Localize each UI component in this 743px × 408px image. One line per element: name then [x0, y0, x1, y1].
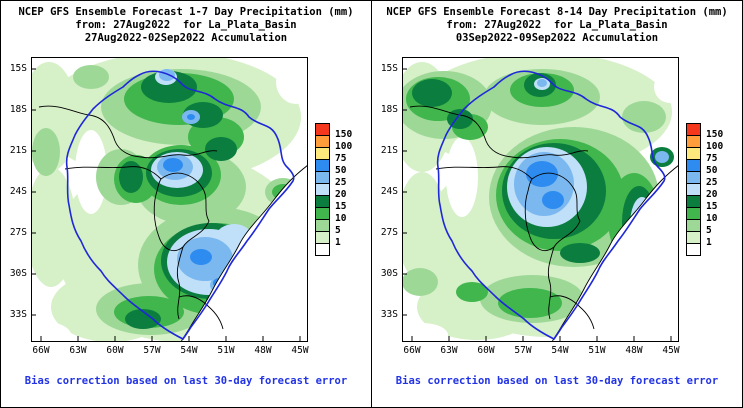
panel-title-week2: NCEP GFS Ensemble Forecast 8-14 Day Prec…: [372, 6, 742, 45]
lat-label: 24S: [9, 186, 27, 197]
lon-label: 48W: [254, 345, 272, 356]
legend-value: 20: [335, 189, 347, 200]
lon-label: 51W: [217, 345, 235, 356]
lat-label: 15S: [9, 63, 27, 74]
title-line-1: NCEP GFS Ensemble Forecast 8-14 Day Prec…: [386, 6, 728, 18]
lat-label: 21S: [9, 145, 27, 156]
lon-label: 63W: [69, 345, 87, 356]
panel-title-week1: NCEP GFS Ensemble Forecast 1-7 Day Preci…: [1, 6, 371, 45]
lon-label: 60W: [477, 345, 495, 356]
title-line-2: from: 27Aug2022 for La_Plata_Basin: [446, 19, 668, 31]
basin-outline: [436, 70, 666, 341]
lat-label: 30S: [380, 268, 398, 279]
title-line-3: 03Sep2022-09Sep2022 Accumulation: [455, 32, 659, 44]
color-scale-legend: 150 100 75 50 25 20 15 10 5 1: [315, 123, 363, 256]
forecast-panel-week2: NCEP GFS Ensemble Forecast 8-14 Day Prec…: [371, 1, 742, 407]
lon-label: 45W: [662, 345, 680, 356]
color-scale-legend: 150 100 75 50 25 20 15 10 5 1: [686, 123, 734, 256]
forecast-panel-week1: NCEP GFS Ensemble Forecast 1-7 Day Preci…: [1, 1, 371, 407]
lon-label: 63W: [440, 345, 458, 356]
precipitation-map-week1: [31, 57, 308, 342]
lon-label: 66W: [32, 345, 50, 356]
lon-label: 57W: [514, 345, 532, 356]
legend-value: 150: [706, 129, 724, 140]
legend-value: 1: [706, 237, 712, 248]
legend-value: 75: [335, 153, 347, 164]
axis-ticks: [31, 68, 301, 341]
legend-value: 10: [706, 213, 718, 224]
country-borders: [409, 105, 595, 330]
lat-label: 21S: [380, 145, 398, 156]
map-frame: [31, 57, 308, 342]
lon-label: 51W: [588, 345, 606, 356]
map-frame: [402, 57, 679, 342]
precip-band-50mm: [163, 114, 225, 288]
lat-label: 33S: [380, 309, 398, 320]
lon-label: 54W: [180, 345, 198, 356]
legend-value: 1: [335, 237, 341, 248]
lat-label: 27S: [380, 227, 398, 238]
lat-label: 27S: [9, 227, 27, 238]
basin-outline: [65, 70, 295, 341]
lat-label: 18S: [9, 104, 27, 115]
lon-label: 48W: [625, 345, 643, 356]
legend-value: 15: [706, 201, 718, 212]
lat-label: 18S: [380, 104, 398, 115]
lat-label: 15S: [380, 63, 398, 74]
legend-swatch: [686, 243, 701, 256]
lat-label: 24S: [380, 186, 398, 197]
legend-value: 100: [706, 141, 724, 152]
legend-value: 150: [335, 129, 353, 140]
title-line-3: 27Aug2022-02Sep2022 Accumulation: [84, 32, 288, 44]
legend-value: 25: [335, 177, 347, 188]
legend-value: 25: [706, 177, 718, 188]
legend-value: 100: [335, 141, 353, 152]
legend-value: 5: [706, 225, 712, 236]
bias-correction-note: Bias correction based on last 30-day for…: [395, 375, 719, 387]
legend-value: 75: [706, 153, 718, 164]
legend-value: 50: [335, 165, 347, 176]
lon-label: 57W: [143, 345, 161, 356]
bias-correction-note: Bias correction based on last 30-day for…: [24, 375, 348, 387]
legend-value: 50: [706, 165, 718, 176]
axis-ticks: [402, 68, 672, 341]
lon-label: 54W: [551, 345, 569, 356]
ocean: [552, 165, 679, 342]
country-borders: [38, 105, 224, 330]
title-line-1: NCEP GFS Ensemble Forecast 1-7 Day Preci…: [18, 6, 354, 18]
lat-label: 33S: [9, 309, 27, 320]
lat-label: 30S: [9, 268, 27, 279]
lon-label: 66W: [403, 345, 421, 356]
legend-value: 15: [335, 201, 347, 212]
legend-swatch: [315, 243, 330, 256]
legend-value: 5: [335, 225, 341, 236]
precipitation-map-week2: [402, 57, 679, 342]
lon-label: 45W: [291, 345, 309, 356]
legend-value: 20: [706, 189, 718, 200]
ocean: [181, 165, 308, 342]
lon-label: 60W: [106, 345, 124, 356]
title-line-2: from: 27Aug2022 for La_Plata_Basin: [75, 19, 297, 31]
legend-value: 10: [335, 213, 347, 224]
